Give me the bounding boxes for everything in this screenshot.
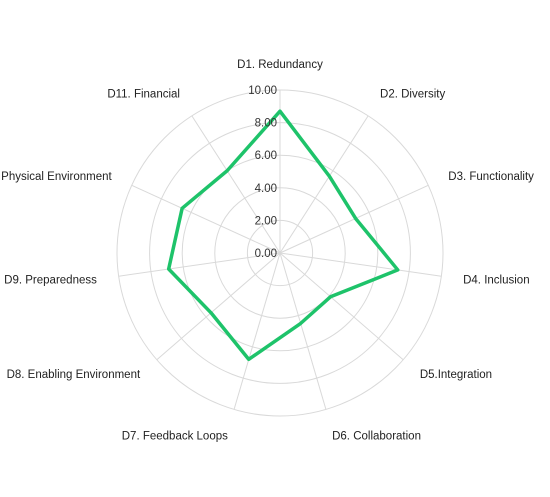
axis-label: D6. Collaboration — [332, 431, 421, 443]
tick-label: 8.00 — [255, 118, 277, 130]
axis-label: D9. Preparedness — [4, 274, 97, 286]
tick-label: 2.00 — [255, 215, 277, 227]
axis-label: D7. Feedback Loops — [122, 431, 228, 443]
radial-tick-labels: 0.00 2.00 4.00 6.00 8.00 10.00 — [248, 85, 277, 260]
axis-label: D8. Enabling Environment — [7, 369, 141, 381]
tick-label: 0.00 — [255, 248, 277, 260]
series-line — [169, 111, 398, 359]
radar-series — [169, 111, 398, 359]
tick-label: 4.00 — [255, 183, 277, 195]
axis-label: D11. Financial — [107, 88, 180, 100]
radar-grid — [117, 90, 443, 416]
tick-label: 10.00 — [248, 85, 277, 97]
grid-spoke — [280, 253, 441, 276]
axis-label: D3. Functionality — [448, 171, 534, 183]
tick-label: 6.00 — [255, 150, 277, 162]
grid-spoke — [157, 253, 280, 360]
grid-spoke — [280, 253, 403, 360]
axis-label: D1. Redundancy — [237, 59, 323, 71]
axis-label: D10. Physical Environment — [0, 171, 113, 183]
axis-label: D5.Integration — [420, 369, 492, 381]
axis-label: D2. Diversity — [380, 88, 445, 100]
axis-label: D4. Inclusion — [463, 274, 529, 286]
